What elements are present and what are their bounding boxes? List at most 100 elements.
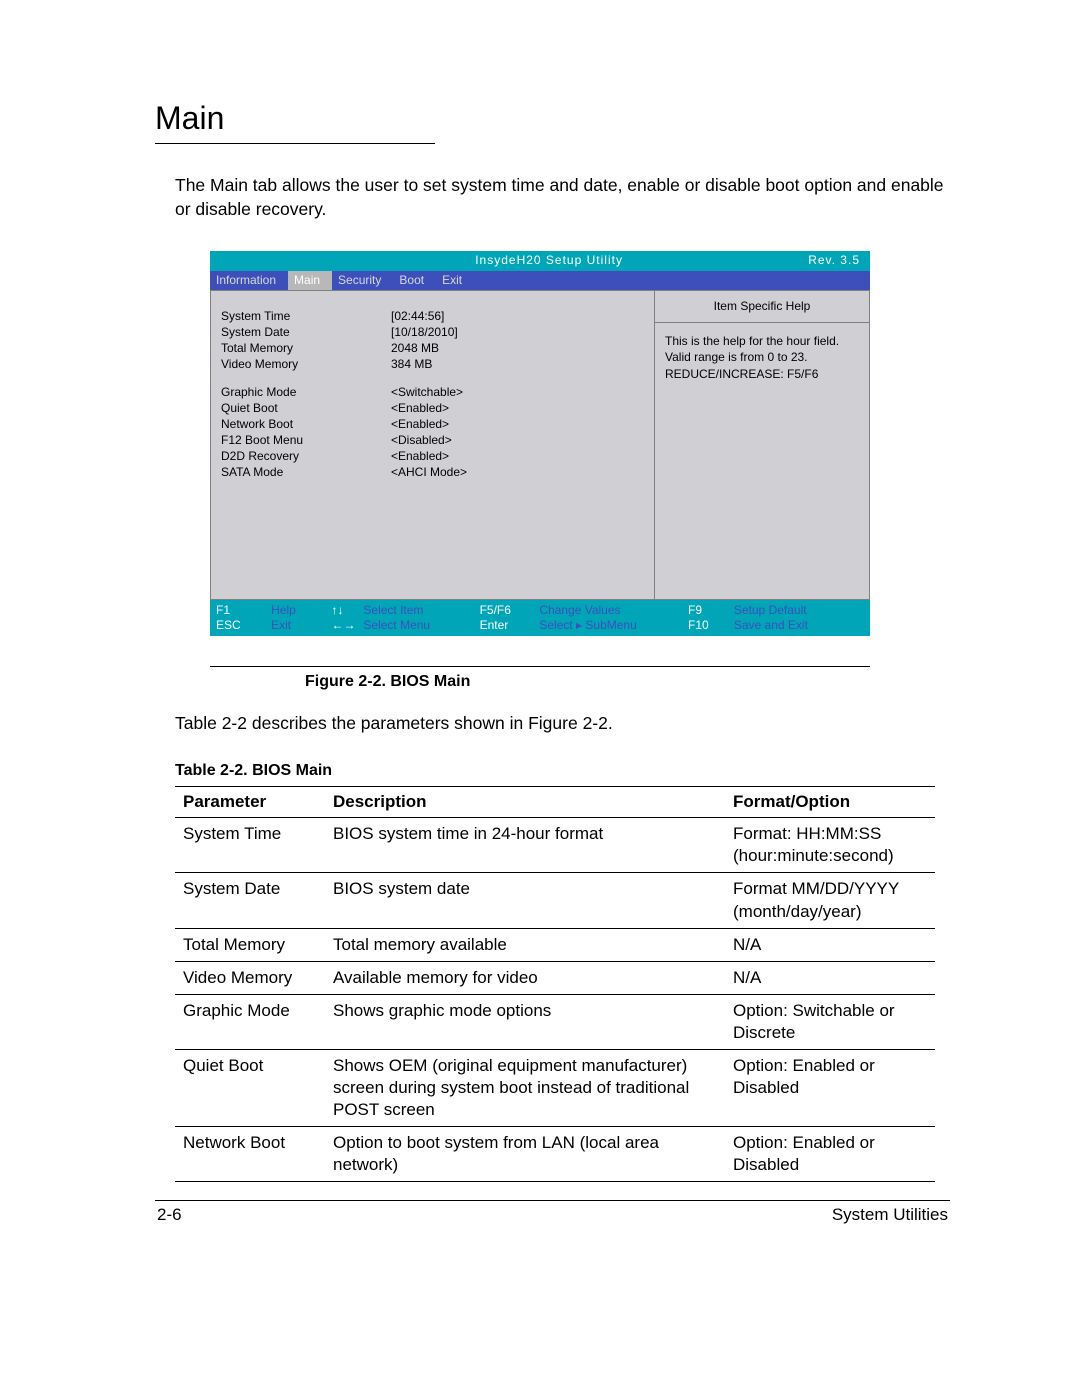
bios-key-desc: Setup Default — [734, 603, 864, 618]
table-row: Quiet BootShows OEM (original equipment … — [175, 1050, 935, 1127]
bios-header-bar: InsydeH20 Setup Utility Rev. 3.5 — [210, 251, 870, 271]
bios-key-desc: Select Menu — [363, 618, 479, 633]
bios-setting-label: Total Memory — [221, 341, 391, 356]
bios-setting-row[interactable]: Network Boot<Enabled> — [221, 417, 644, 432]
title-rule — [155, 143, 435, 144]
bios-tab-bar: InformationMainSecurityBootExit — [210, 271, 870, 290]
bios-key-desc: Change Values — [539, 603, 688, 618]
table-row: Video MemoryAvailable memory for videoN/… — [175, 961, 935, 994]
after-figure-text: Table 2-2 describes the parameters shown… — [175, 713, 950, 734]
table-cell: BIOS system time in 24-hour format — [325, 818, 725, 873]
table-row: Network BootOption to boot system from L… — [175, 1127, 935, 1182]
table-header-row: ParameterDescriptionFormat/Option — [175, 787, 935, 818]
bios-help-panel: Item Specific Help This is the help for … — [654, 291, 869, 599]
table-cell: System Time — [175, 818, 325, 873]
bios-setting-value: 2048 MB — [391, 341, 439, 356]
footer-rule — [155, 1200, 950, 1201]
table-cell: Available memory for video — [325, 961, 725, 994]
bios-key-hint: ESC — [216, 618, 267, 633]
bios-key-desc: Save and Exit — [734, 618, 864, 633]
table-cell: Shows OEM (original equipment manufactur… — [325, 1050, 725, 1127]
figure-caption: Figure 2-2. BIOS Main — [305, 673, 950, 691]
bios-setting-value: <Enabled> — [391, 417, 449, 432]
bios-tab[interactable]: Exit — [436, 271, 474, 290]
bios-key-hint: Enter — [480, 618, 536, 633]
table-cell: Total Memory — [175, 928, 325, 961]
bios-help-text: This is the help for the hour field. Val… — [655, 323, 869, 392]
table-caption: Table 2-2. BIOS Main — [175, 762, 950, 780]
bios-setting-label: SATA Mode — [221, 465, 391, 480]
document-page: Main The Main tab allows the user to set… — [0, 0, 1080, 1265]
table-cell: Shows graphic mode options — [325, 994, 725, 1049]
table-body: System TimeBIOS system time in 24-hour f… — [175, 818, 935, 1182]
page-title: Main — [155, 100, 950, 137]
page-number: 2-6 — [157, 1205, 182, 1225]
bios-setting-row[interactable]: SATA Mode<AHCI Mode> — [221, 465, 644, 480]
table-cell: Option: Switchable or Discrete — [725, 994, 935, 1049]
table-cell: Network Boot — [175, 1127, 325, 1182]
bios-key-desc: Help — [271, 603, 331, 618]
bios-setting-label: D2D Recovery — [221, 449, 391, 464]
bios-title: InsydeH20 Setup Utility — [220, 253, 808, 268]
table-cell: Option: Enabled or Disabled — [725, 1050, 935, 1127]
bios-setting-row[interactable]: Quiet Boot<Enabled> — [221, 401, 644, 416]
table-cell: Total memory available — [325, 928, 725, 961]
table-cell: Video Memory — [175, 961, 325, 994]
bios-setting-value: <AHCI Mode> — [391, 465, 467, 480]
bios-setting-value: <Enabled> — [391, 449, 449, 464]
bios-setting-row[interactable]: D2D Recovery<Enabled> — [221, 449, 644, 464]
bios-setting-label: F12 Boot Menu — [221, 433, 391, 448]
bios-footer-hints: F1Help↑↓Select ItemF5/F6Change ValuesF9S… — [210, 600, 870, 636]
table-row: Graphic ModeShows graphic mode optionsOp… — [175, 994, 935, 1049]
bios-footer-row: F1Help↑↓Select ItemF5/F6Change ValuesF9S… — [216, 603, 864, 618]
bios-tab[interactable]: Information — [210, 271, 288, 290]
figure-caption-rule — [210, 666, 870, 667]
bios-setting-row[interactable]: Video Memory384 MB — [221, 357, 644, 372]
bios-setting-row[interactable]: System Date[10/18/2010] — [221, 325, 644, 340]
table-cell: N/A — [725, 928, 935, 961]
bios-key-hint: ↑↓ — [332, 603, 360, 618]
bios-key-hint: F9 — [688, 603, 730, 618]
bios-footer-row: ESCExit←→Select MenuEnterSelect ▸ SubMen… — [216, 618, 864, 633]
table-column-header: Description — [325, 787, 725, 818]
bios-body: System Time[02:44:56]System Date[10/18/2… — [210, 290, 870, 600]
bios-key-desc: Select ▸ SubMenu — [539, 618, 688, 633]
table-cell: BIOS system date — [325, 873, 725, 928]
bios-key-hint: F1 — [216, 603, 267, 618]
bios-tab[interactable]: Main — [288, 271, 332, 290]
bios-setting-value: [02:44:56] — [391, 309, 444, 324]
bios-key-hint: F10 — [688, 618, 730, 633]
bios-tab[interactable]: Boot — [393, 271, 436, 290]
table-cell: Format MM/DD/YYYY (month/day/year) — [725, 873, 935, 928]
bios-setting-row[interactable]: Total Memory2048 MB — [221, 341, 644, 356]
intro-paragraph: The Main tab allows the user to set syst… — [155, 174, 950, 221]
table-cell: Option: Enabled or Disabled — [725, 1127, 935, 1182]
bios-key-hint: ←→ — [332, 618, 360, 633]
bios-help-title: Item Specific Help — [655, 291, 869, 323]
bios-screenshot: InsydeH20 Setup Utility Rev. 3.5 Informa… — [210, 251, 870, 636]
page-footer: 2-6 System Utilities — [155, 1205, 950, 1225]
table-row: System DateBIOS system dateFormat MM/DD/… — [175, 873, 935, 928]
bios-setting-label: Network Boot — [221, 417, 391, 432]
bios-setting-value: 384 MB — [391, 357, 432, 372]
bios-setting-value: <Enabled> — [391, 401, 449, 416]
table-cell: Format: HH:MM:SS (hour:minute:second) — [725, 818, 935, 873]
bios-setting-row[interactable]: F12 Boot Menu<Disabled> — [221, 433, 644, 448]
bios-key-desc: Select Item — [363, 603, 479, 618]
bios-setting-label: System Time — [221, 309, 391, 324]
table-cell: Quiet Boot — [175, 1050, 325, 1127]
bios-setting-row[interactable]: System Time[02:44:56] — [221, 309, 644, 324]
table-column-header: Parameter — [175, 787, 325, 818]
bios-tab[interactable]: Security — [332, 271, 393, 290]
bios-setting-label: System Date — [221, 325, 391, 340]
section-name: System Utilities — [832, 1205, 948, 1225]
bios-setting-value: <Switchable> — [391, 385, 463, 400]
bios-setting-label: Graphic Mode — [221, 385, 391, 400]
table-row: Total MemoryTotal memory availableN/A — [175, 928, 935, 961]
bios-setting-row[interactable]: Graphic Mode<Switchable> — [221, 385, 644, 400]
bios-row-gap — [221, 373, 644, 385]
table-cell: N/A — [725, 961, 935, 994]
bios-setting-label: Quiet Boot — [221, 401, 391, 416]
table-row: System TimeBIOS system time in 24-hour f… — [175, 818, 935, 873]
bios-setting-label: Video Memory — [221, 357, 391, 372]
